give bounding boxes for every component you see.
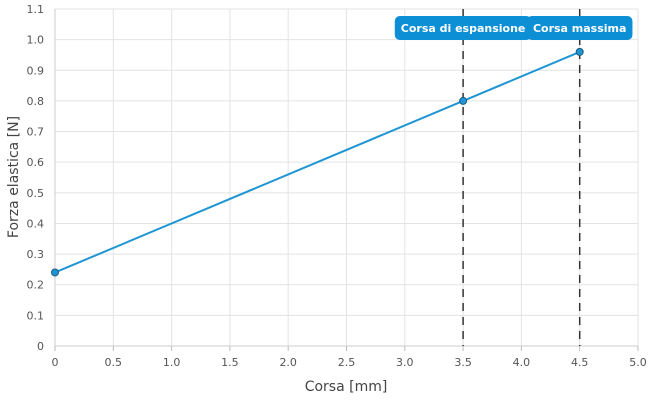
- y-tick-label: 0.2: [27, 279, 45, 292]
- tick-labels: 0 0.5 1.0 1.5 2.0 2.5 3.0 3.5 4.0 4.5 5.0 0 0.1 0.2 0.…: [27, 3, 647, 369]
- annotation-label: Corsa di espansione: [394, 16, 532, 40]
- annotation-label: Corsa massima: [526, 16, 633, 40]
- y-tick-label: 0.5: [27, 187, 45, 200]
- annotations: Corsa di espansione Corsa massima: [394, 16, 633, 40]
- x-axis-title: Corsa [mm]: [305, 379, 388, 395]
- annotation-box: [394, 16, 532, 40]
- annotation-text: Corsa massima: [533, 22, 627, 35]
- data-point: [51, 268, 59, 277]
- grid: [54, 8, 639, 347]
- y-tick-label: 0.6: [27, 156, 45, 169]
- x-tick-label: 0.5: [105, 356, 123, 369]
- x-tick-label: 2.5: [338, 356, 356, 369]
- x-tick-label: 4.0: [513, 356, 531, 369]
- data-point: [575, 47, 584, 56]
- y-tick-label: 0.7: [27, 126, 45, 139]
- y-tick-label: 0.8: [27, 95, 45, 108]
- series: [51, 47, 584, 277]
- x-tick-label: 3.5: [454, 356, 472, 369]
- y-tick-label: 1.1: [27, 3, 45, 16]
- x-tick-label: 0: [52, 356, 59, 369]
- x-tick-label: 2.0: [279, 356, 297, 369]
- y-tick-label: 0.9: [27, 64, 45, 77]
- y-tick-label: 0.4: [27, 217, 45, 230]
- x-tick-label: 4.5: [571, 356, 589, 369]
- x-tick-label: 1.0: [163, 356, 181, 369]
- reference-lines: [462, 9, 581, 346]
- annotation-text: Corsa di espansione: [401, 22, 526, 35]
- y-tick-label: 0.3: [27, 248, 45, 261]
- y-axis-title: Forza elastica [N]: [6, 116, 22, 238]
- x-tick-label: 1.5: [221, 356, 239, 369]
- y-tick-label: 0.1: [27, 309, 45, 322]
- y-tick-label: 1.0: [27, 34, 45, 47]
- y-tick-label: 0: [37, 340, 44, 353]
- annotation-box: [526, 16, 633, 40]
- x-tick-label: 5.0: [629, 356, 647, 369]
- data-point: [459, 96, 468, 105]
- axes: [54, 9, 639, 351]
- x-tick-label: 3.0: [396, 356, 414, 369]
